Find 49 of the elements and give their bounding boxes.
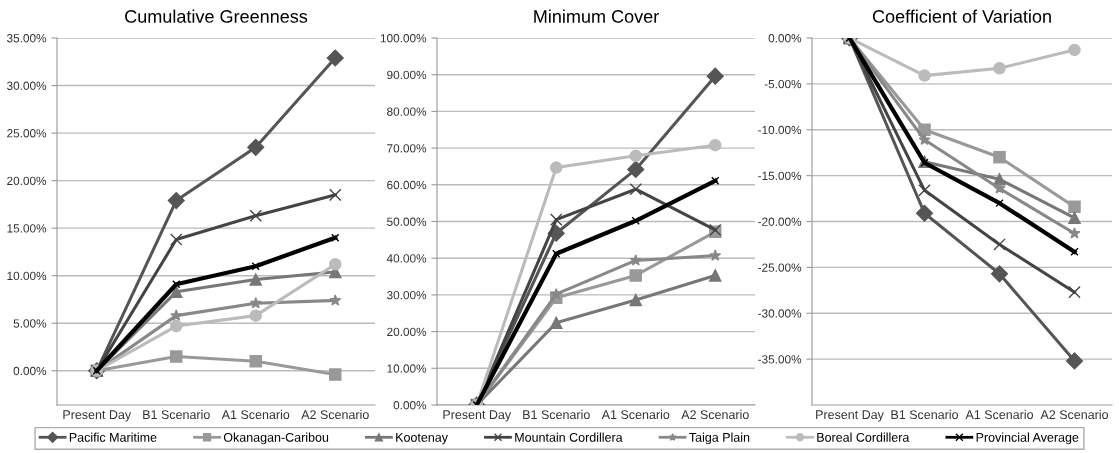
x-tick-label: Present Day [816, 410, 884, 422]
x-tick-label: A1 Scenario [221, 409, 290, 420]
legend-label: Pacific Maritime [69, 432, 157, 442]
chart-title: Minimum Cover [534, 9, 659, 23]
legend-label: Mountain Cordillera [515, 432, 623, 442]
y-tick-label: 5.00% [13, 319, 47, 328]
y-tick-label: 15.00% [7, 224, 47, 233]
y-tick-label: -10.00% [758, 125, 802, 135]
x-tick-label: B1 Scenario [143, 409, 210, 420]
x-tick-label: A1 Scenario [601, 409, 670, 420]
y-tick-label: 60.00% [387, 180, 427, 190]
x-tick-label: B1 Scenario [891, 409, 959, 420]
y-tick-label: 70.00% [387, 144, 427, 153]
x-tick-label: B1 Scenario [523, 409, 590, 420]
x-tick-label: A2 Scenario [301, 409, 369, 420]
chart-title: Cumulative Greenness [125, 9, 308, 23]
y-tick-label: 40.00% [386, 254, 427, 263]
legend-label: Taiga Plain [689, 432, 750, 445]
x-tick-label: A2 Scenario [1040, 409, 1109, 420]
x-tick-label: Present Day [443, 410, 512, 422]
y-tick-label: 0.00% [768, 34, 802, 43]
y-tick-label: 50.00% [387, 217, 427, 226]
y-tick-label: 20.00% [387, 327, 427, 336]
x-tick-label: A2 Scenario [681, 409, 749, 420]
y-tick-label: 25.00% [7, 129, 47, 138]
y-tick-label: 30.00% [387, 290, 427, 300]
y-tick-label: 80.00% [387, 107, 427, 116]
y-tick-label: 0.00% [13, 366, 47, 376]
y-tick-label: 35.00% [7, 34, 47, 43]
legend-label: Provincial Average [976, 432, 1079, 445]
legend-label: Kootenay [396, 433, 448, 445]
legend-label: Okanagan-Caribou [223, 432, 329, 445]
y-tick-label: 10.00% [7, 271, 47, 281]
legend-label: Boreal Cordillera [817, 432, 910, 442]
y-tick-label: 10.00% [387, 364, 427, 373]
y-tick-label: 100.00% [380, 34, 427, 43]
x-tick-label: A1 Scenario [965, 409, 1034, 420]
y-tick-label: -25.00% [758, 263, 802, 272]
y-tick-label: 90.00% [387, 70, 427, 80]
y-tick-label: 20.00% [7, 176, 47, 186]
y-tick-label: -20.00% [758, 217, 802, 226]
y-tick-label: -15.00% [758, 171, 802, 181]
y-tick-label: 30.00% [7, 81, 47, 90]
y-tick-label: -30.00% [758, 309, 802, 318]
y-tick-label: -5.00% [764, 79, 802, 89]
y-tick-label: 0.00% [393, 401, 427, 410]
x-tick-label: Present Day [63, 410, 132, 422]
y-tick-label: -35.00% [758, 355, 802, 364]
chart-title: Coefficient of Variation [872, 9, 1051, 23]
